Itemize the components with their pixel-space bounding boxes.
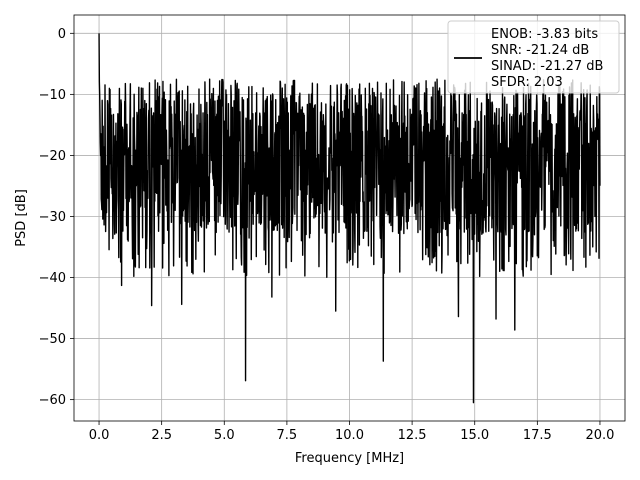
x-tick-label: 7.5 [277,428,298,443]
y-tick-label: −50 [39,332,66,347]
x-tick-label: 15.0 [460,428,489,443]
psd-series-line [98,33,601,404]
x-tick-label: 17.5 [523,428,552,443]
legend: ENOB: -3.83 bits SNR: -21.24 dB SINAD: -… [447,20,620,94]
x-tick-label: 2.5 [151,428,172,443]
y-tick-label: −40 [39,271,66,286]
y-tick-label: −30 [39,210,66,225]
x-tick-label: 20.0 [585,428,614,443]
legend-sfdr: SFDR: 2.03 [491,75,563,90]
series-layer [98,33,601,404]
y-tick-label: −60 [39,393,66,408]
x-axis-label: Frequency [MHz] [295,451,404,466]
x-tick-label: 0.0 [89,428,110,443]
x-tick-label: 12.5 [398,428,427,443]
y-axis-label: PSD [dB] [14,189,29,247]
legend-box [447,20,620,94]
legend-sinad: SINAD: -21.27 dB [491,59,603,74]
x-tick-label: 5.0 [214,428,235,443]
ticks: 0.0 2.5 5.0 7.5 10.0 12.5 15.0 17.5 20.0 0 −10 −20 −… [39,27,615,443]
y-tick-label: −20 [39,149,66,164]
x-tick-label: 10.0 [335,428,364,443]
y-tick-label: −10 [39,88,66,103]
legend-snr: SNR: -21.24 dB [491,43,589,58]
legend-enob: ENOB: -3.83 bits [491,27,598,42]
y-tick-label: 0 [58,27,66,42]
